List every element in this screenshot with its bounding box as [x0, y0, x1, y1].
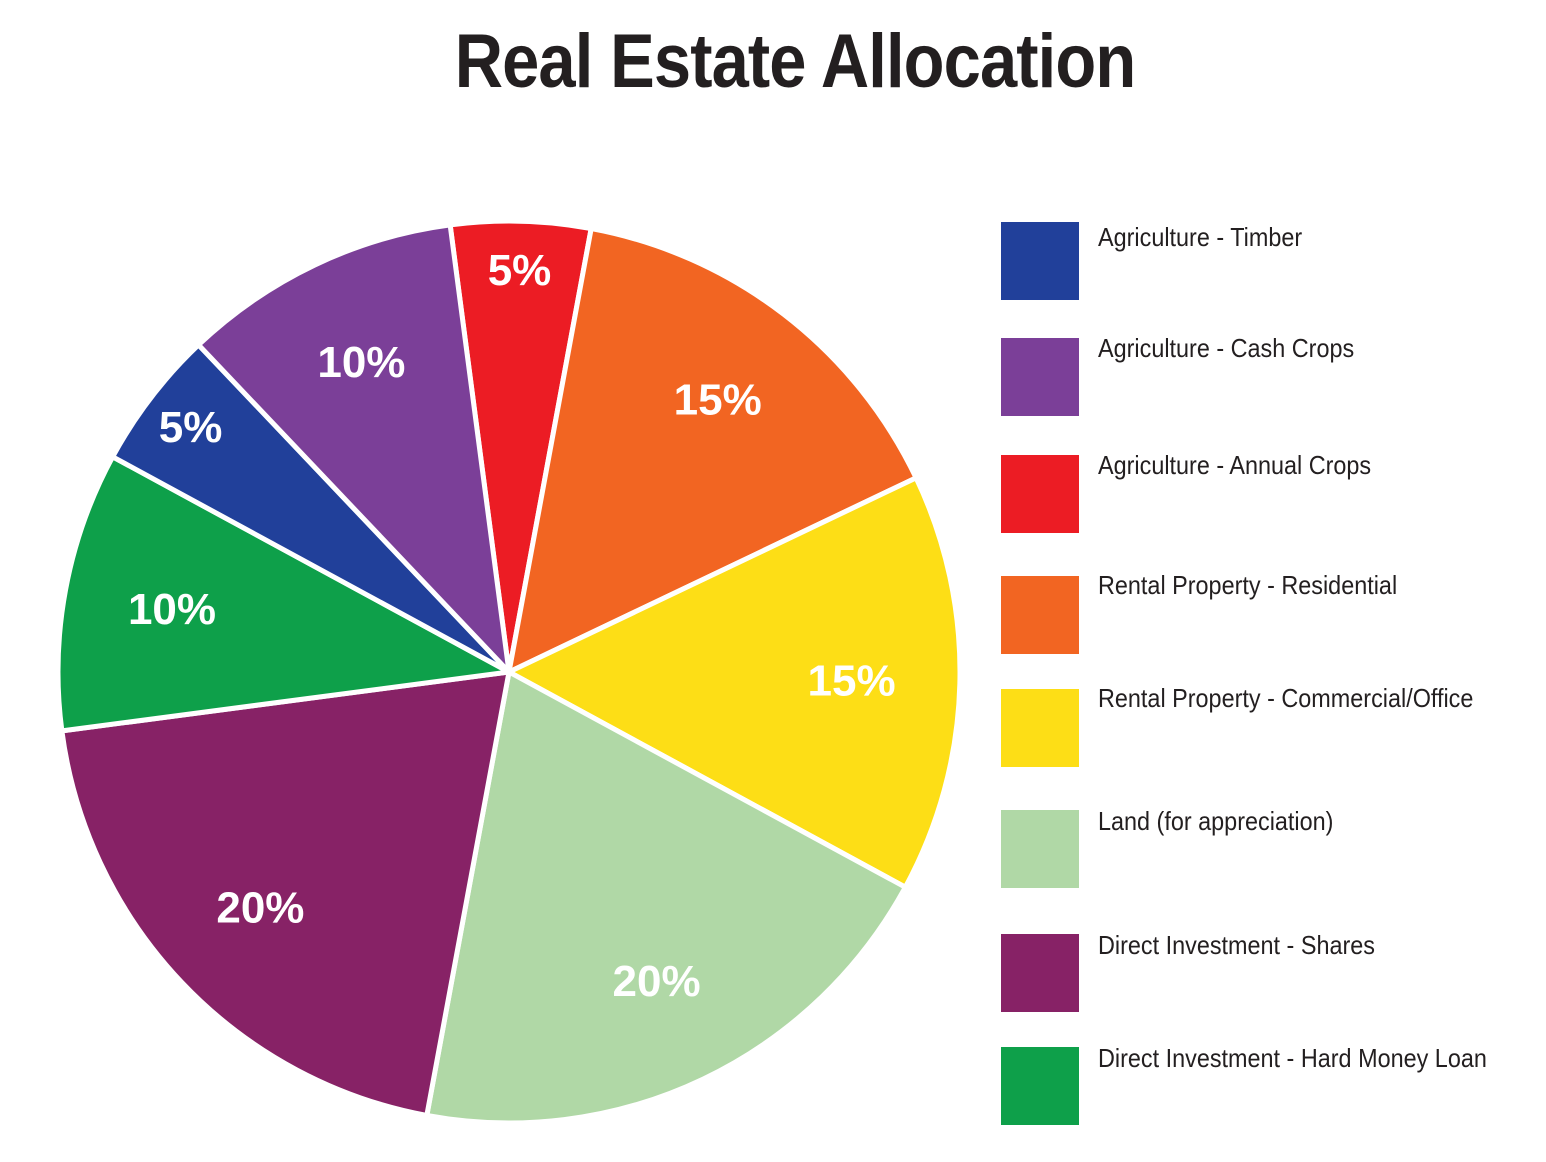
pie-slice-label: 5% [488, 246, 552, 295]
pie-slice [59, 669, 512, 1118]
legend-item: Agriculture - Timber [1000, 222, 1540, 302]
pie-slice [55, 454, 512, 734]
chart-title: Real Estate Allocation [454, 19, 1136, 104]
legend-swatch [1001, 455, 1079, 533]
pie-slice [506, 475, 963, 890]
pie-slices [55, 218, 963, 1126]
legend-swatch [1001, 338, 1079, 416]
legend-label: Rental Property - Commercial/Office [1098, 683, 1474, 713]
legend-item: Agriculture - Annual Crops [1000, 450, 1540, 535]
pie-slice-label: 15% [808, 657, 896, 706]
pie-slice [196, 222, 512, 675]
legend-item: Direct Investment - Hard Money Loan [1000, 1043, 1540, 1127]
pie-slice-label: 20% [613, 957, 701, 1006]
pie-slice-label: 10% [317, 338, 405, 387]
legend-item: Agriculture - Cash Crops [1000, 333, 1540, 418]
pie-slice [424, 669, 908, 1126]
pie-slice-labels: 5% 15% 15% 20% 20% 10% 5% 10% [128, 246, 896, 1006]
pie-slice-label: 20% [216, 883, 304, 932]
pie-slice [110, 342, 512, 675]
legend-swatch [1001, 222, 1079, 300]
legend-label: Direct Investment - Shares [1098, 930, 1376, 960]
pie-slice-label: 10% [128, 585, 216, 634]
legend-swatch [1001, 689, 1079, 767]
legend-label: Agriculture - Annual Crops [1098, 450, 1372, 480]
legend-item: Direct Investment - Shares [1000, 930, 1540, 1014]
legend-swatch [1001, 934, 1079, 1012]
pie-slice [506, 226, 919, 675]
legend-swatch [1001, 1047, 1079, 1125]
pie-slice [447, 218, 594, 675]
legend-label: Rental Property - Residential [1098, 570, 1398, 600]
legend-swatch [1001, 576, 1079, 654]
legend-label: Land (for appreciation) [1098, 806, 1334, 836]
pie-slice-label: 5% [159, 403, 223, 452]
legend-label: Agriculture - Cash Crops [1098, 333, 1355, 363]
legend-swatch [1001, 810, 1079, 888]
pie-slice-label: 15% [674, 376, 762, 425]
legend-label: Direct Investment - Hard Money Loan [1098, 1043, 1487, 1073]
legend-item: Rental Property - Residential [1000, 570, 1540, 656]
legend-item: Rental Property - Commercial/Office [1000, 683, 1540, 769]
legend-item: Land (for appreciation) [1000, 806, 1540, 890]
legend-label: Agriculture - Timber [1098, 222, 1303, 252]
